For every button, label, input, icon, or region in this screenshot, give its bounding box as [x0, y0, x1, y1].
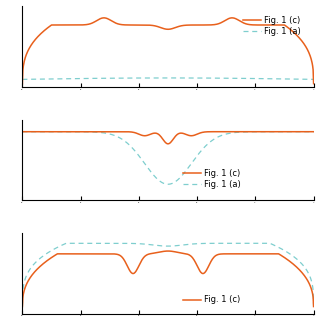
Legend: Fig. 1 (c), Fig. 1 (a): Fig. 1 (c), Fig. 1 (a) — [239, 12, 304, 39]
Legend: Fig. 1 (c), Fig. 1 (a): Fig. 1 (c), Fig. 1 (a) — [180, 165, 244, 192]
Legend: Fig. 1 (c): Fig. 1 (c) — [180, 292, 244, 308]
